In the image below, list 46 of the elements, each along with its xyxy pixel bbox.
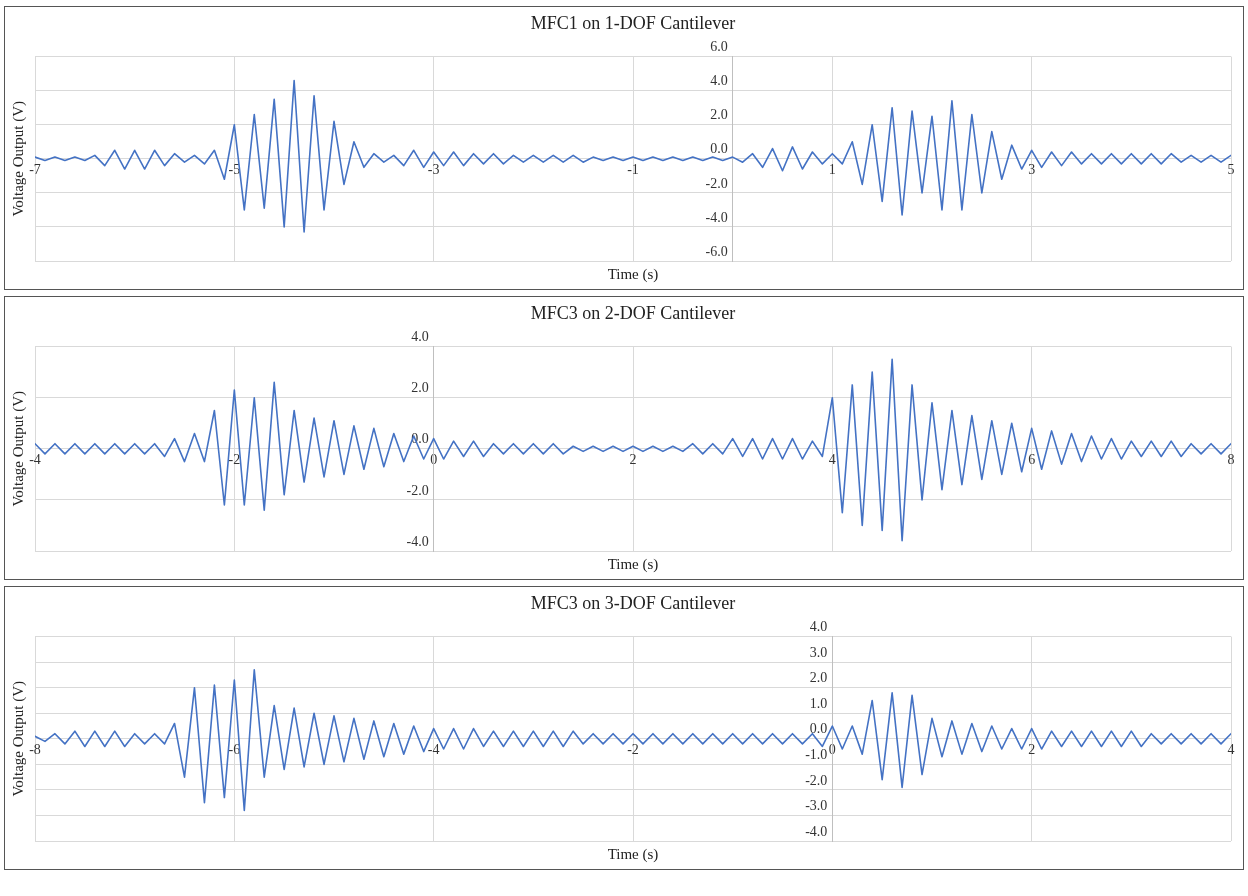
x-tick-label: -7 bbox=[29, 161, 41, 177]
y-tick-label: 3.0 bbox=[809, 644, 828, 660]
y-tick-label: -2.0 bbox=[705, 175, 728, 191]
x-axis-title: Time (s) bbox=[607, 556, 659, 574]
x-tick-label: 5 bbox=[1227, 161, 1235, 177]
y-axis-title: Voltage Output (V) bbox=[9, 391, 27, 507]
x-tick-label: 8 bbox=[1227, 451, 1235, 467]
y-tick-label: -1.0 bbox=[805, 747, 828, 763]
y-tick-label: 6.0 bbox=[710, 39, 728, 55]
x-axis-title: Time (s) bbox=[607, 266, 659, 284]
y-tick-label: 2.0 bbox=[710, 107, 728, 123]
x-tick-label: -1 bbox=[627, 161, 639, 177]
y-tick-label: -2.0 bbox=[406, 482, 429, 498]
y-tick-label: 4.0 bbox=[809, 619, 828, 635]
x-tick-label: 4 bbox=[1227, 741, 1235, 757]
y-tick-label: -4.0 bbox=[705, 209, 728, 225]
x-tick-label: -2 bbox=[627, 741, 639, 757]
x-tick-label: 6 bbox=[1028, 451, 1036, 467]
y-axis-title: Voltage Output (V) bbox=[9, 681, 27, 797]
y-tick-label: 0.0 bbox=[710, 141, 728, 157]
x-tick-label: 2 bbox=[629, 451, 637, 467]
x-tick-label: -8 bbox=[29, 741, 41, 757]
x-tick-label: 3 bbox=[1028, 161, 1036, 177]
y-tick-label: -4.0 bbox=[805, 823, 828, 839]
x-axis-title: Time (s) bbox=[607, 846, 659, 864]
chart-title: MFC3 on 3-DOF Cantilever bbox=[530, 592, 736, 613]
y-tick-label: 0.0 bbox=[809, 721, 828, 737]
x-tick-label: 4 bbox=[828, 451, 836, 467]
x-tick-label: -4 bbox=[427, 741, 440, 757]
x-tick-label: -4 bbox=[29, 451, 41, 467]
y-tick-label: -2.0 bbox=[805, 772, 828, 788]
x-tick-label: -3 bbox=[427, 161, 440, 177]
y-tick-label: 1.0 bbox=[809, 695, 828, 711]
x-tick-label: 1 bbox=[828, 161, 836, 177]
y-tick-label: -6.0 bbox=[705, 243, 728, 259]
y-tick-label: 4.0 bbox=[411, 329, 429, 345]
x-tick-label: -2 bbox=[228, 451, 241, 467]
y-tick-label: -4.0 bbox=[406, 533, 429, 549]
y-axis-title: Voltage Output (V) bbox=[9, 101, 27, 217]
chart-title: MFC1 on 1-DOF Cantilever bbox=[530, 12, 736, 33]
y-tick-label: 2.0 bbox=[809, 670, 828, 686]
y-tick-label: 4.0 bbox=[710, 73, 728, 89]
y-tick-label: -3.0 bbox=[805, 798, 828, 814]
chart-title: MFC3 on 2-DOF Cantilever bbox=[530, 302, 736, 323]
y-tick-label: 2.0 bbox=[411, 380, 429, 396]
x-tick-label: 2 bbox=[1028, 741, 1036, 757]
